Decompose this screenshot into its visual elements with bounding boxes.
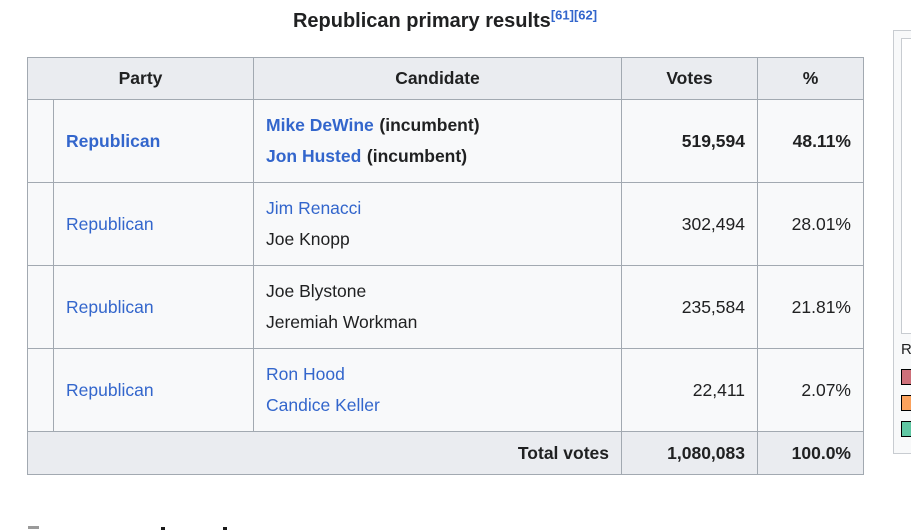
map-legend-title: R bbox=[901, 341, 911, 358]
percent-cell: 28.01% bbox=[757, 182, 864, 266]
cutoff-text-fragment bbox=[28, 526, 39, 529]
incumbent-label: (incumbent) bbox=[366, 146, 468, 166]
candidate-cell: Ron Hood Candice Keller bbox=[253, 348, 622, 432]
header-party: Party bbox=[27, 57, 254, 100]
legend-color-swatch bbox=[901, 394, 911, 411]
incumbent-label: (incumbent) bbox=[379, 114, 480, 135]
table-row: Republican Jim Renacci Joe Knopp 302,494… bbox=[27, 182, 864, 266]
table-row: Republican Joe Blystone Jeremiah Workman… bbox=[27, 265, 864, 349]
table-title-text: Republican primary results bbox=[292, 10, 551, 32]
header-votes: Votes bbox=[621, 57, 758, 100]
reference-link-62[interactable]: [62] bbox=[573, 7, 598, 23]
party-color-swatch bbox=[27, 265, 54, 349]
party-cell: Republican bbox=[53, 99, 254, 183]
reference-link-61[interactable]: [61] bbox=[550, 7, 574, 23]
cutoff-text-fragment bbox=[223, 527, 227, 530]
party-link[interactable]: Republican bbox=[66, 213, 154, 234]
candidate-link[interactable]: Jim Renacci bbox=[266, 197, 362, 218]
candidate-link[interactable]: Jon Husted bbox=[266, 146, 362, 166]
header-candidate: Candidate bbox=[253, 57, 622, 100]
party-link[interactable]: Republican bbox=[66, 379, 154, 400]
candidate-link[interactable]: Mike DeWine bbox=[266, 114, 374, 135]
candidate-name: Joe Blystone bbox=[266, 280, 367, 301]
total-votes-label: Total votes bbox=[27, 431, 622, 475]
legend-item bbox=[901, 420, 911, 437]
party-color-swatch bbox=[27, 348, 54, 432]
party-link[interactable]: Republican bbox=[66, 130, 161, 151]
candidate-cell: Jim Renacci Joe Knopp bbox=[253, 182, 622, 266]
votes-cell: 22,411 bbox=[621, 348, 758, 432]
percent-cell: 2.07% bbox=[757, 348, 864, 432]
percent-cell: 21.81% bbox=[757, 265, 864, 349]
candidate-link[interactable]: Candice Keller bbox=[266, 395, 380, 415]
candidate-cell: Mike DeWine (incumbent) Jon Husted (incumb… bbox=[253, 99, 622, 183]
table-row: Republican Ron Hood Candice Keller 22,41… bbox=[27, 348, 864, 432]
total-votes-value: 1,080,083 bbox=[621, 431, 758, 475]
table-row: Republican Mike DeWine (incumbent) Jon Hu… bbox=[27, 99, 864, 183]
candidate-name: Jeremiah Workman bbox=[266, 312, 418, 332]
legend-color-swatch bbox=[901, 368, 911, 385]
votes-cell: 235,584 bbox=[621, 265, 758, 349]
percent-cell: 48.11% bbox=[757, 99, 864, 183]
legend-color-swatch bbox=[901, 420, 911, 437]
header-percent: % bbox=[757, 57, 864, 100]
party-cell: Republican bbox=[53, 348, 254, 432]
party-cell: Republican bbox=[53, 265, 254, 349]
legend-item bbox=[901, 368, 911, 385]
party-link[interactable]: Republican bbox=[66, 296, 154, 317]
total-row: Total votes 1,080,083 100.0% bbox=[27, 431, 864, 475]
cutoff-text-fragment bbox=[161, 527, 165, 530]
primary-results-table: Party Candidate Votes % Republican Mike … bbox=[27, 57, 864, 475]
reference-links: [61][62] bbox=[551, 7, 597, 22]
header-row: Party Candidate Votes % bbox=[27, 57, 864, 100]
results-map-panel: R bbox=[893, 30, 911, 454]
votes-cell: 302,494 bbox=[621, 182, 758, 266]
candidate-name: Joe Knopp bbox=[266, 229, 350, 249]
party-color-swatch bbox=[27, 182, 54, 266]
candidate-link[interactable]: Ron Hood bbox=[266, 363, 345, 384]
party-color-swatch bbox=[27, 99, 54, 183]
candidate-cell: Joe Blystone Jeremiah Workman bbox=[253, 265, 622, 349]
total-percent-value: 100.0% bbox=[757, 431, 864, 475]
legend-item bbox=[901, 394, 911, 411]
county-map-image bbox=[901, 38, 911, 334]
party-cell: Republican bbox=[53, 182, 254, 266]
votes-cell: 519,594 bbox=[621, 99, 758, 183]
table-title: Republican primary results[61][62] bbox=[27, 7, 863, 33]
